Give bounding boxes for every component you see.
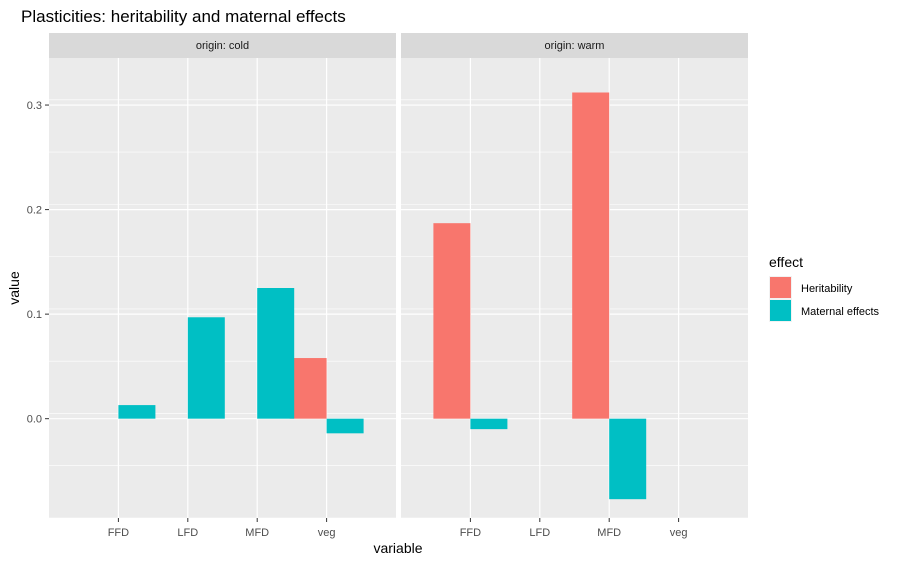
- legend-title: effect: [769, 254, 803, 270]
- facet-strip-label: origin: warm: [545, 40, 605, 52]
- bar: [289, 358, 327, 419]
- y-tick-label: 0.0: [27, 414, 42, 426]
- bar: [572, 92, 610, 419]
- x-tick-label: FFD: [108, 527, 129, 539]
- x-tick-label: veg: [670, 527, 688, 539]
- facet-strip-label: origin: cold: [196, 40, 249, 52]
- bar: [187, 317, 225, 419]
- bar: [470, 418, 508, 430]
- y-axis-title: value: [6, 271, 22, 305]
- legend-key-swatch: [770, 277, 791, 298]
- bar: [326, 418, 364, 434]
- y-tick-label: 0.1: [27, 309, 42, 321]
- x-tick-label: MFD: [597, 527, 621, 539]
- legend-label: Heritability: [801, 283, 853, 295]
- y-axis: 0.0 0.1 0.2 0.3: [27, 100, 49, 426]
- panel-background: [49, 58, 396, 518]
- bar: [118, 405, 156, 419]
- x-tick-label: MFD: [245, 527, 269, 539]
- bar: [257, 288, 295, 419]
- facet-panel: origin: cold FFD LFD MFD veg: [49, 33, 396, 539]
- bar: [433, 223, 471, 419]
- legend: effect Heritability Maternal effects: [769, 254, 880, 322]
- facet-strip: [49, 33, 396, 58]
- bar: [609, 418, 647, 500]
- y-tick-label: 0.3: [27, 100, 42, 112]
- facets: origin: cold FFD LFD MFD veg origin: warm FFD L…: [49, 33, 748, 539]
- y-tick-label: 0.2: [27, 205, 42, 217]
- chart-title: Plasticities: heritability and maternal …: [21, 7, 346, 26]
- x-tick-label: veg: [318, 527, 336, 539]
- x-tick-label: LFD: [529, 527, 550, 539]
- x-tick-label: LFD: [177, 527, 198, 539]
- facet-strip: [401, 33, 748, 58]
- facet-panel: origin: warm FFD LFD MFD veg: [401, 33, 748, 539]
- x-tick-label: FFD: [460, 527, 481, 539]
- legend-label: Maternal effects: [801, 306, 880, 318]
- legend-key-swatch: [770, 300, 791, 321]
- x-axis-title: variable: [373, 540, 422, 556]
